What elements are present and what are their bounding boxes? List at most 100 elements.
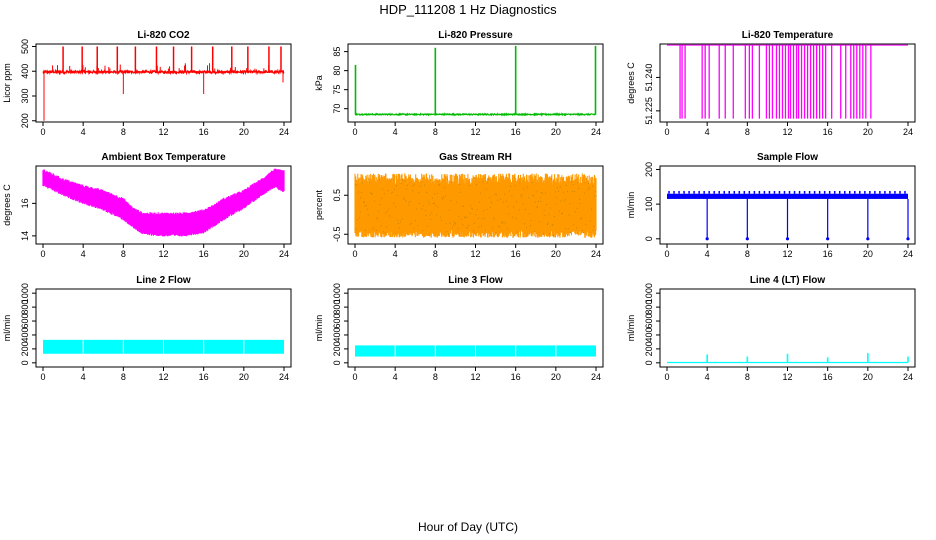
x-tick-label: 4 — [81, 372, 86, 382]
y-axis-label: Licor ppm — [2, 63, 12, 103]
x-tick-label: 24 — [903, 249, 913, 259]
y-tick-label: 0 — [332, 360, 342, 365]
y-tick-label: 800 — [332, 300, 342, 315]
x-tick-label: 12 — [470, 127, 480, 137]
panel-title: Line 2 Flow — [136, 275, 191, 286]
panel-title: Li-820 CO2 — [137, 30, 190, 41]
x-tick-label: 12 — [782, 127, 792, 137]
x-tick-label: 4 — [393, 372, 398, 382]
x-tick-label: 4 — [705, 249, 710, 259]
y-tick-label: 0 — [644, 360, 654, 365]
plot-frame — [35, 43, 292, 123]
y-tick-label: 600 — [20, 314, 30, 329]
y-axis-label: ml/min — [626, 192, 636, 219]
y-tick-label: 16 — [20, 198, 30, 208]
chart-panel-9: Line 4 (LT) Flow ml/min 0 4 8 12 16 20 24 0 200400… — [626, 275, 916, 382]
figure-xlabel: Hour of Day (UTC) — [418, 520, 518, 534]
panel-title: Li-820 Pressure — [438, 30, 513, 41]
x-tick-label: 0 — [40, 249, 45, 259]
x-tick-label: 0 — [40, 127, 45, 137]
plot-frame — [659, 43, 916, 123]
x-tick-label: 20 — [551, 127, 561, 137]
x-tick-label: 4 — [393, 127, 398, 137]
y-tick-label: 200 — [332, 341, 342, 356]
series-dots — [355, 175, 597, 237]
plot-frame — [35, 288, 292, 368]
y-tick-label: 200 — [644, 341, 654, 356]
series-band — [42, 168, 285, 237]
x-tick-label: 16 — [199, 127, 209, 137]
x-tick-label: 8 — [745, 127, 750, 137]
x-tick-label: 16 — [823, 127, 833, 137]
chart-panel-8: Line 3 Flow ml/min 0 4 8 12 16 20 24 0 20040060080… — [314, 275, 604, 382]
y-axis-label: ml/min — [314, 315, 324, 342]
series-point — [906, 237, 910, 241]
y-axis-label: ml/min — [2, 315, 12, 342]
x-tick-label: 0 — [40, 372, 45, 382]
y-tick-label: 75 — [332, 85, 342, 95]
x-tick-label: 8 — [121, 127, 126, 137]
y-axis-label: kPa — [314, 75, 324, 91]
x-tick-label: 12 — [782, 249, 792, 259]
y-tick-label: 1000 — [20, 283, 30, 303]
x-tick-label: 12 — [158, 127, 168, 137]
x-tick-label: 16 — [511, 127, 521, 137]
y-axis-label: percent — [314, 189, 324, 220]
chart-panel-2: Li-820 Pressure kPa 0 4 8 12 16 20 24 70 75 80 85 — [314, 30, 604, 137]
x-tick-label: 0 — [664, 372, 669, 382]
panel-title: Gas Stream RH — [439, 152, 512, 163]
y-tick-label: 800 — [644, 300, 654, 315]
chart-panel-5: Gas Stream RH percent 0 4 8 12 16 20 24 -0.5 0.5 — [314, 152, 604, 259]
x-tick-label: 4 — [393, 249, 398, 259]
y-tick-label: 1000 — [644, 283, 654, 303]
y-axis-label: degrees C — [626, 62, 636, 104]
y-tick-label: 51.225 — [644, 97, 654, 125]
x-tick-label: 20 — [863, 249, 873, 259]
y-tick-label: 14 — [20, 231, 30, 241]
panel-title: Ambient Box Temperature — [101, 152, 226, 163]
series-line — [354, 112, 597, 117]
y-tick-label: 600 — [644, 314, 654, 329]
x-tick-label: 24 — [903, 372, 913, 382]
panel-title: Li-820 Temperature — [742, 30, 834, 41]
x-tick-label: 20 — [239, 127, 249, 137]
y-tick-label: 80 — [332, 66, 342, 76]
series-point — [705, 237, 709, 241]
x-tick-label: 20 — [863, 372, 873, 382]
panel-title: Line 3 Flow — [448, 275, 503, 286]
x-tick-label: 16 — [199, 372, 209, 382]
x-tick-label: 4 — [81, 127, 86, 137]
y-tick-label: 200 — [20, 341, 30, 356]
x-tick-label: 16 — [823, 249, 833, 259]
x-tick-label: 0 — [352, 372, 357, 382]
y-tick-label: 51.240 — [644, 64, 654, 92]
x-tick-label: 24 — [903, 127, 913, 137]
series-band — [354, 173, 597, 238]
y-tick-label: 200 — [20, 113, 30, 128]
y-tick-label: 0.5 — [332, 189, 342, 202]
y-tick-label: 70 — [332, 104, 342, 114]
x-tick-label: 8 — [745, 249, 750, 259]
x-tick-label: 4 — [705, 372, 710, 382]
x-tick-label: 16 — [511, 249, 521, 259]
y-tick-label: -0.5 — [332, 226, 342, 242]
x-tick-label: 8 — [433, 372, 438, 382]
x-tick-label: 20 — [863, 127, 873, 137]
x-tick-label: 24 — [591, 127, 601, 137]
x-tick-label: 16 — [511, 372, 521, 382]
y-tick-label: 400 — [332, 327, 342, 342]
x-tick-label: 12 — [158, 249, 168, 259]
x-tick-label: 24 — [591, 372, 601, 382]
chart-panel-1: Li-820 CO2 Licor ppm 0 4 8 12 16 20 24 200 300 400 5… — [2, 30, 292, 137]
chart-panel-6: Sample Flow ml/min 0 4 8 12 16 20 24 0 100 200 — [626, 152, 916, 259]
y-tick-label: 400 — [20, 64, 30, 79]
series-point — [745, 237, 749, 241]
y-tick-label: 600 — [332, 314, 342, 329]
y-tick-label: 0 — [20, 360, 30, 365]
figure-title: HDP_111208 1 Hz Diagnostics — [379, 2, 557, 17]
y-tick-label: 100 — [644, 197, 654, 212]
y-tick-label: 400 — [644, 327, 654, 342]
x-tick-label: 24 — [279, 249, 289, 259]
x-tick-label: 20 — [551, 372, 561, 382]
